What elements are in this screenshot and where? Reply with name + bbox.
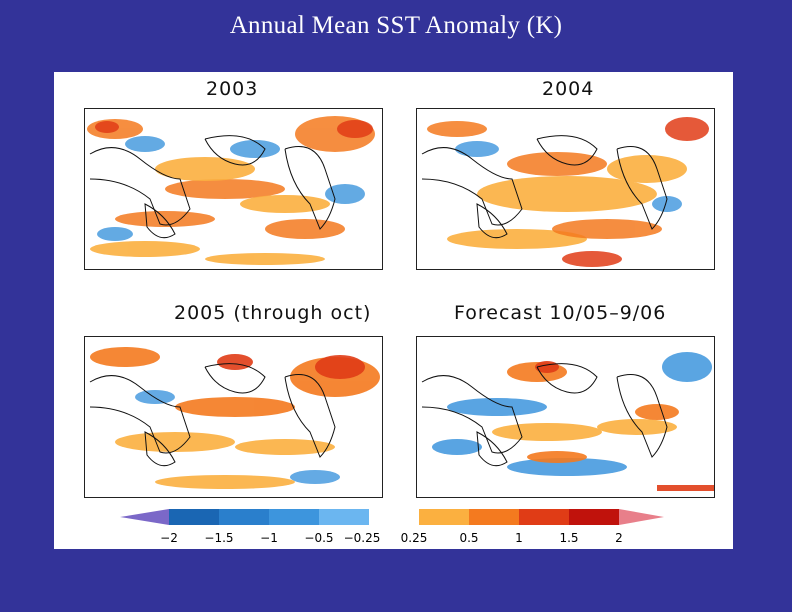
colorbar-neg-15-1 [219, 509, 269, 525]
tick-label: 2 [615, 531, 623, 545]
sst-map-forecast [416, 336, 715, 498]
panel-title-2004: 2004 [542, 78, 595, 100]
colorbar-neg-05-025 [319, 509, 369, 525]
colorbar-neg-1-05 [269, 509, 319, 525]
sst-map-2004 [416, 108, 715, 270]
colorbar: −2 −1.5 −1 −0.5 −0.25 0.25 0.5 1 1.5 2 [120, 509, 664, 545]
sst-map-2005-graphic [85, 337, 382, 497]
tick-label: 0.25 [401, 531, 428, 545]
figure-area: 2003 [54, 72, 733, 549]
tick-label: 1 [515, 531, 523, 545]
colorbar-pos-05-1 [469, 509, 519, 525]
colorbar-ticks: −2 −1.5 −1 −0.5 −0.25 0.25 0.5 1 1.5 2 [160, 531, 623, 545]
tick-label: 0.5 [459, 531, 478, 545]
colorbar-above-max [619, 509, 664, 525]
panel-title-2005: 2005 (through oct) [174, 302, 372, 324]
tick-label: −1.5 [204, 531, 233, 545]
panel-title-forecast: Forecast 10/05–9/06 [454, 302, 667, 324]
tick-label: −0.5 [304, 531, 333, 545]
tick-label: −0.25 [344, 531, 381, 545]
panel-title-2003: 2003 [206, 78, 259, 100]
sst-map-2003 [84, 108, 383, 270]
colorbar-neg-2-15 [169, 509, 219, 525]
tick-label: −2 [160, 531, 178, 545]
tick-label: 1.5 [559, 531, 578, 545]
sst-map-2004-graphic [417, 109, 714, 269]
slide-title: Annual Mean SST Anomaly (K) [229, 12, 563, 39]
colorbar-pos-15-2 [569, 509, 619, 525]
sst-map-forecast-graphic [417, 337, 714, 497]
sst-map-2003-graphic [85, 109, 382, 269]
colorbar-neutral [369, 509, 419, 525]
sst-map-2005 [84, 336, 383, 498]
colorbar-pos-1-15 [519, 509, 569, 525]
colorbar-pos-025-05 [419, 509, 469, 525]
tick-label: −1 [260, 531, 278, 545]
colorbar-below-min [120, 509, 169, 525]
